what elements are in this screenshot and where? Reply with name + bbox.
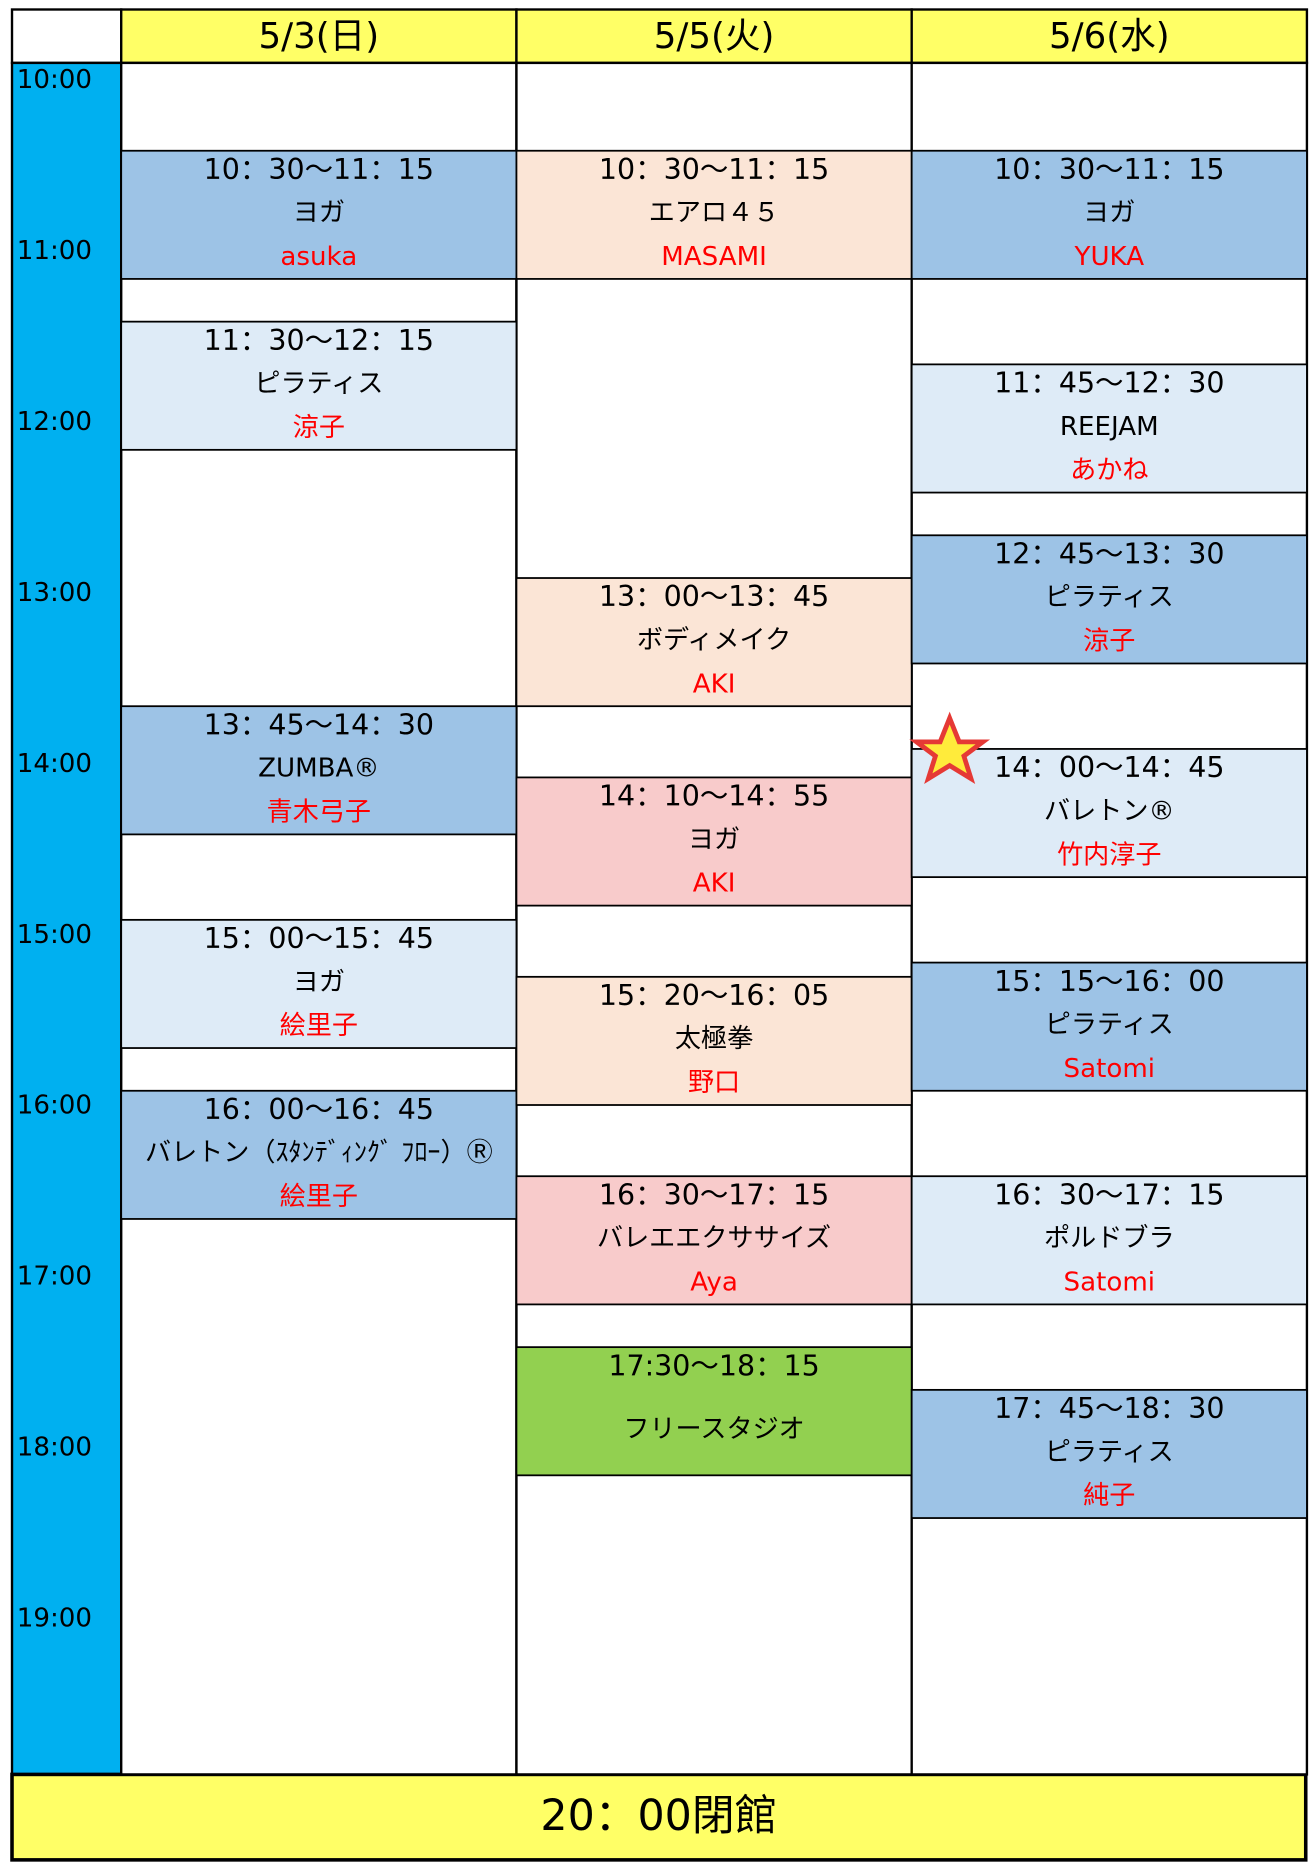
- session-cell: [120, 705, 518, 836]
- session-title: バレトン（ｽﾀﾝﾃﾞｨﾝｸﾞ ﾌﾛｰ）Ⓡ: [145, 1138, 493, 1168]
- session-time: 16：00〜16：45: [204, 1093, 434, 1126]
- footer-cell: [10, 1772, 1308, 1862]
- time-label: 11:00: [17, 236, 92, 266]
- session-time: 17:30〜18：15: [608, 1349, 819, 1382]
- session-title: ピラティス: [1045, 1010, 1174, 1040]
- time-label: 18:00: [17, 1433, 92, 1463]
- session-instructor: Satomi: [1064, 1054, 1155, 1084]
- day-header: 5/6(水): [1049, 16, 1170, 57]
- session-time: 11：45〜12：30: [994, 367, 1224, 400]
- session-instructor: asuka: [280, 242, 357, 272]
- session-cell: [120, 149, 518, 280]
- session-title: バレトン®: [1044, 796, 1175, 826]
- star-icon: [909, 711, 991, 784]
- session-cell: [515, 1175, 913, 1306]
- day-header: 5/5(火): [654, 16, 775, 57]
- session-instructor: Satomi: [1064, 1268, 1155, 1298]
- session-instructor: あかね: [1070, 456, 1148, 486]
- session-title: フリースタジオ: [623, 1415, 804, 1445]
- session-title: バレエエクササイズ: [597, 1224, 831, 1254]
- time-label: 16:00: [17, 1091, 92, 1121]
- session-time: 12：45〜13：30: [994, 537, 1224, 570]
- time-label: 17:00: [17, 1262, 92, 1292]
- session-title: ピラティス: [1045, 583, 1174, 613]
- session-cell: [120, 320, 518, 451]
- session-title: ポルドブラ: [1044, 1224, 1175, 1254]
- session-instructor: 絵里子: [280, 1011, 358, 1041]
- session-time: 16：30〜17：15: [994, 1178, 1224, 1211]
- session-instructor: 青木弓子: [267, 798, 371, 828]
- session-title: ヨガ: [293, 967, 345, 997]
- session-time: 14：10〜14：55: [599, 780, 829, 813]
- session-time: 14：00〜14：45: [994, 751, 1224, 784]
- time-label: 19:00: [17, 1603, 92, 1633]
- time-label: 15:00: [17, 920, 92, 950]
- session-time: 10：30〜11：15: [599, 153, 829, 186]
- day-header-cell: [515, 8, 913, 65]
- session-time: 13：00〜13：45: [599, 580, 829, 613]
- day-column: [515, 61, 913, 1776]
- session-time: 17：45〜18：30: [994, 1392, 1224, 1425]
- session-cell: [910, 1388, 1308, 1519]
- day-header: 5/3(日): [258, 16, 379, 57]
- session-title: ボディメイク: [637, 625, 791, 655]
- session-cell: [515, 975, 913, 1106]
- session-cell: [910, 1175, 1308, 1306]
- session-instructor: YUKA: [1074, 242, 1145, 272]
- session-time: 15：15〜16：00: [994, 965, 1224, 998]
- session-instructor: AKI: [693, 869, 736, 899]
- session-title: ヨガ: [688, 825, 740, 855]
- session-cell: [910, 363, 1308, 494]
- session-instructor: MASAMI: [661, 242, 767, 272]
- session-title: ヨガ: [1083, 198, 1135, 228]
- session-time: 16：30〜17：15: [599, 1178, 829, 1211]
- session-cell: [910, 149, 1308, 280]
- session-title: ピラティス: [254, 369, 383, 399]
- session-title: REEJAM: [1060, 412, 1159, 442]
- session-title: ヨガ: [293, 198, 345, 228]
- session-time: 10：30〜11：15: [994, 153, 1224, 186]
- session-instructor: 純子: [1083, 1481, 1135, 1511]
- day-header-cell: [120, 8, 518, 65]
- time-label: 10:00: [17, 65, 92, 95]
- session-title: 太極拳: [675, 1024, 753, 1054]
- session-instructor: AKI: [693, 669, 736, 699]
- footer-text: 20：00閉館: [540, 1791, 777, 1841]
- session-cell: [120, 918, 518, 1049]
- session-instructor: 涼子: [1083, 627, 1135, 657]
- session-cell: [910, 534, 1308, 665]
- session-cell: [515, 577, 913, 708]
- day-column: [120, 61, 518, 1776]
- session-instructor: 絵里子: [280, 1182, 358, 1212]
- session-instructor: Aya: [690, 1268, 738, 1298]
- time-label: 14:00: [17, 749, 92, 779]
- corner-cell: [10, 8, 123, 65]
- session-time: 15：00〜15：45: [204, 922, 434, 955]
- session-time: 10：30〜11：15: [204, 153, 434, 186]
- time-column: [10, 61, 123, 1776]
- session-title: ZUMBA®: [258, 754, 379, 784]
- session-time: 11：30〜12：15: [204, 324, 434, 357]
- session-time: 15：20〜16：05: [599, 979, 829, 1012]
- session-instructor: 涼子: [293, 413, 345, 443]
- session-cell: [910, 748, 1308, 879]
- session-instructor: 野口: [688, 1068, 740, 1098]
- time-label: 13:00: [17, 578, 92, 608]
- session-title: エアロ４５: [649, 198, 780, 228]
- session-cell: [515, 149, 913, 280]
- session-cell: [515, 1346, 913, 1477]
- session-cell: [910, 961, 1308, 1092]
- time-label: 12:00: [17, 407, 92, 437]
- session-title: ピラティス: [1045, 1437, 1174, 1467]
- session-cell: [120, 1089, 518, 1220]
- session-instructor: 竹内淳子: [1057, 840, 1161, 870]
- session-time: 13：45〜14：30: [204, 708, 434, 741]
